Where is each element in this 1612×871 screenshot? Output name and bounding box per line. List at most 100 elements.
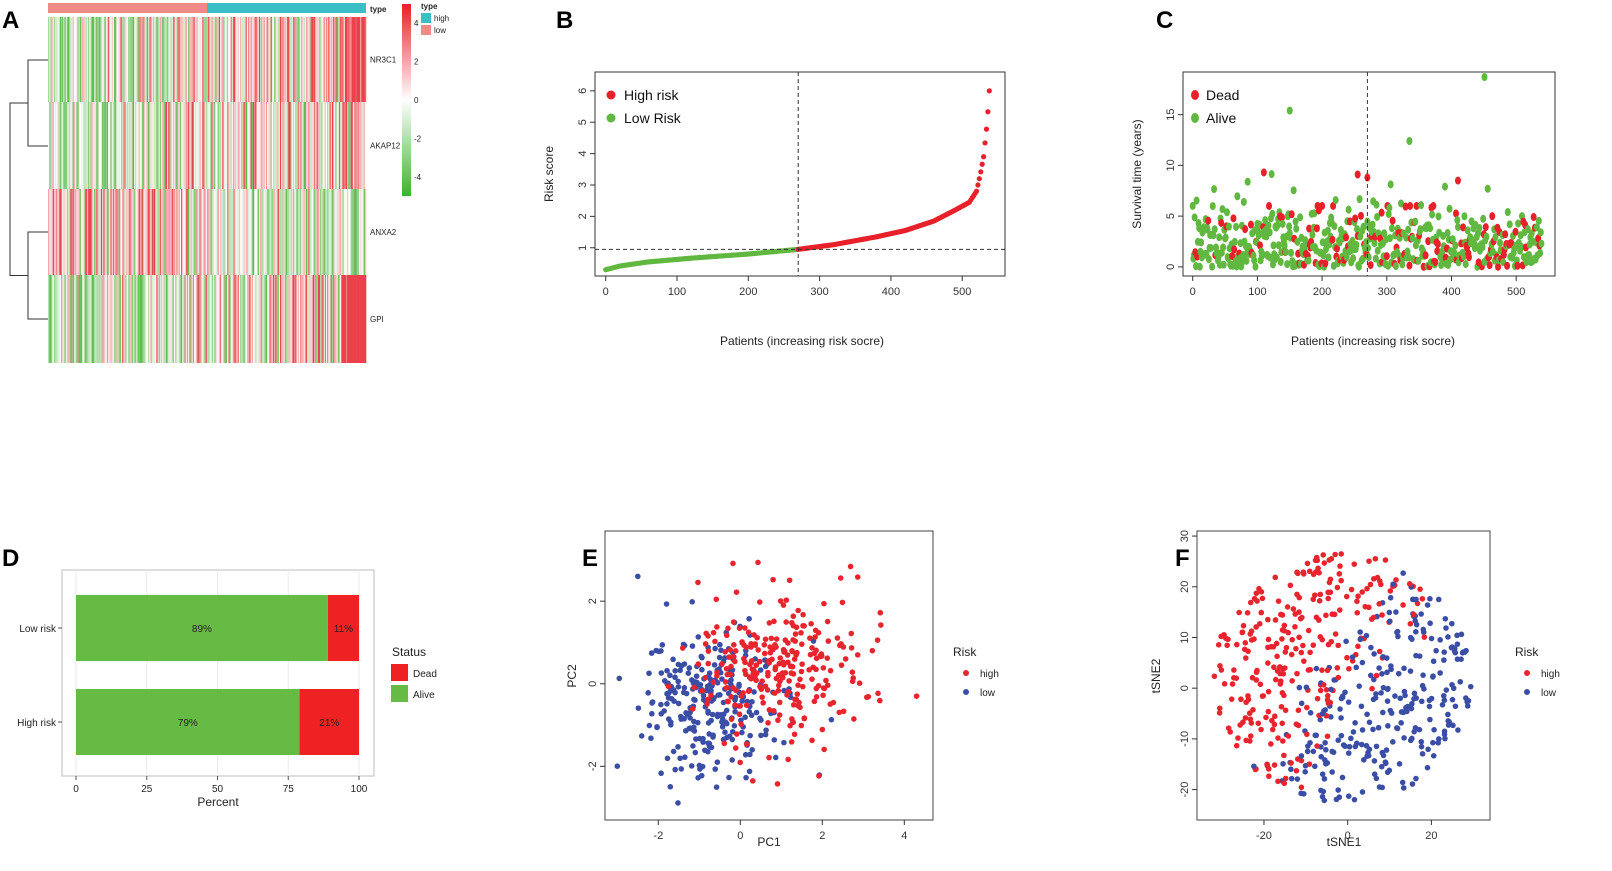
point-highlight xyxy=(1406,137,1413,146)
point-outlier xyxy=(913,693,920,699)
heatmap-cell xyxy=(194,17,196,102)
x-tick-label: 500 xyxy=(1507,286,1525,298)
point-alive xyxy=(1209,262,1216,271)
heatmap-cell xyxy=(161,189,163,275)
heatmap-cell xyxy=(300,102,302,189)
point-low xyxy=(1370,726,1376,733)
point-dead xyxy=(1247,220,1254,229)
heatmap-cell xyxy=(205,275,208,363)
heatmap-cell xyxy=(336,275,339,363)
heatmap-cell xyxy=(77,189,79,275)
point-alive xyxy=(1484,184,1491,193)
heatmap-cell xyxy=(222,17,224,102)
heatmap-cell xyxy=(172,102,175,189)
point-alive xyxy=(1388,224,1395,233)
heatmap-cell xyxy=(112,102,115,189)
heatmap-cell xyxy=(196,102,198,189)
point-low xyxy=(713,784,720,790)
heatmap-cell xyxy=(249,102,251,189)
point-alive xyxy=(1374,246,1381,255)
heatmap-cell xyxy=(82,189,84,275)
heatmap-cell xyxy=(248,275,250,363)
heatmap-cell xyxy=(212,189,215,275)
heatmap-cell xyxy=(216,102,218,189)
point-low xyxy=(709,711,716,718)
point-high xyxy=(732,702,738,708)
bar-dead xyxy=(327,595,359,661)
heatmap-cell xyxy=(317,275,320,363)
heatmap-cell xyxy=(186,189,189,275)
heatmap-cell xyxy=(98,17,101,102)
heatmap-cell xyxy=(347,189,349,275)
point-high xyxy=(1242,715,1249,721)
scale-tick: 0 xyxy=(414,96,419,105)
heatmap-cell xyxy=(361,275,363,363)
heatmap-cell xyxy=(102,189,104,275)
heatmap-cell xyxy=(131,102,134,189)
point-low xyxy=(1399,779,1406,786)
point-high xyxy=(1364,585,1370,592)
heatmap-cell xyxy=(97,275,99,363)
heatmap-cell xyxy=(183,275,185,363)
heatmap-cell xyxy=(354,275,356,363)
heatmap-cell xyxy=(248,189,250,275)
point-high xyxy=(1371,576,1377,582)
point-low xyxy=(1294,776,1301,782)
point-high xyxy=(821,746,827,753)
point-high xyxy=(705,633,711,639)
point-high xyxy=(766,707,773,713)
point-low xyxy=(726,774,732,781)
point-high xyxy=(1382,557,1389,563)
heatmap-cell xyxy=(155,189,157,275)
point-high xyxy=(1306,761,1313,767)
heatmap-cell xyxy=(168,275,170,363)
point-high xyxy=(774,781,781,787)
point-high xyxy=(790,671,797,677)
heatmap-cell xyxy=(333,275,335,363)
heatmap-cell xyxy=(152,17,155,102)
legend-title: Risk xyxy=(1515,645,1539,659)
point-high xyxy=(1400,602,1406,608)
point-high xyxy=(719,661,725,667)
heatmap-cell xyxy=(335,102,337,189)
point-low xyxy=(1321,776,1328,782)
heatmap-cell xyxy=(344,189,347,275)
heatmap-cell xyxy=(99,17,102,102)
heatmap-cell xyxy=(65,17,68,102)
point-low xyxy=(1384,669,1390,676)
point-low xyxy=(736,681,742,688)
heatmap-cell xyxy=(80,17,83,102)
y-tick-label: -2 xyxy=(587,761,599,771)
heatmap-cell xyxy=(342,102,344,189)
heatmap-cell xyxy=(338,102,341,189)
point-high xyxy=(725,698,731,705)
heatmap-cell xyxy=(313,189,315,275)
heatmap-cell xyxy=(276,17,278,102)
point-alive xyxy=(1193,196,1200,205)
heatmap-cell xyxy=(228,17,230,102)
point-low xyxy=(1401,665,1407,672)
heatmap-cell xyxy=(178,189,181,275)
point-dead xyxy=(1453,209,1460,218)
point-low xyxy=(1337,706,1343,712)
point-outlier xyxy=(635,573,641,580)
heatmap-cell xyxy=(104,17,107,102)
heatmap-cell xyxy=(132,17,135,102)
heatmap-cell xyxy=(221,17,223,102)
heatmap-cell xyxy=(268,275,270,363)
point-high xyxy=(756,658,763,665)
heatmap-cell xyxy=(77,102,79,189)
point-high xyxy=(759,694,765,700)
heatmap-cell xyxy=(318,189,321,275)
point-alive xyxy=(1286,222,1293,231)
point-low xyxy=(1437,637,1443,643)
point-high xyxy=(794,691,801,697)
heatmap-cell xyxy=(148,275,150,363)
heatmap-cell xyxy=(316,189,319,275)
heatmap-cell xyxy=(269,189,271,275)
heatmap-cell xyxy=(109,275,111,363)
heatmap-cell xyxy=(150,189,152,275)
point-alive xyxy=(1387,180,1394,189)
point-high xyxy=(731,654,737,660)
point-low xyxy=(1440,692,1447,699)
